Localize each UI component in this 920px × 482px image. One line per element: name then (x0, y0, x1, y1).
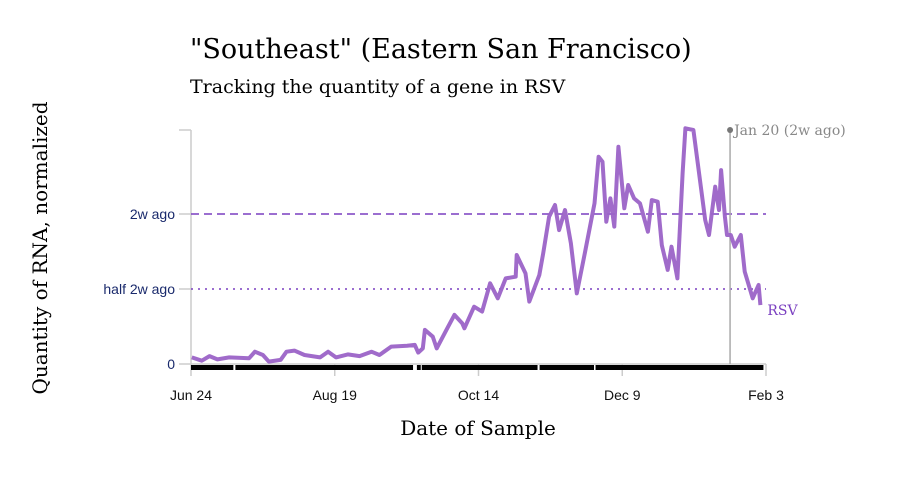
sample-rug-segment (421, 365, 538, 370)
annotation-dot (727, 127, 734, 133)
x-tick-label: Oct 14 (458, 387, 499, 403)
x-tick-label: Aug 19 (313, 387, 358, 403)
y-tick-label: half 2w ago (103, 281, 175, 297)
sample-rug-segment (595, 365, 764, 370)
x-tick-label: Dec 9 (604, 387, 641, 403)
sample-rug-segment (539, 365, 595, 370)
x-tick-label: Feb 3 (748, 387, 784, 403)
y-tick-label: 2w ago (130, 206, 175, 222)
x-axis-label: Date of Sample (400, 416, 556, 440)
chart-title: "Southeast" (Eastern San Francisco) (190, 34, 692, 65)
sample-rug-segment (416, 365, 421, 370)
chart-subtitle: Tracking the quantity of a gene in RSV (190, 76, 565, 98)
sample-rug-segment (191, 365, 234, 370)
sample-rug-segment (235, 365, 414, 370)
series-label: RSV (767, 303, 798, 319)
y-tick-label: 0 (167, 356, 175, 372)
series-line-rsv (191, 126, 763, 364)
annotation-label: Jan 20 (2w ago) (732, 123, 846, 139)
y-axis-label: Quantity of RNA, normalized (28, 101, 52, 394)
x-tick-label: Jun 24 (170, 387, 212, 403)
